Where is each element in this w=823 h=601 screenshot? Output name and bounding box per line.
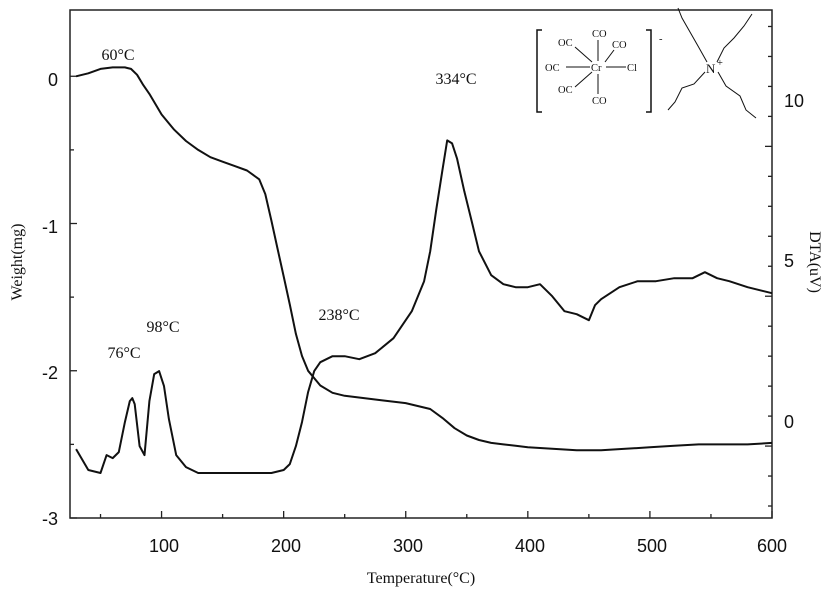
chemical-structure-inset: - Cr Cl OC OC OC CO CO CO N + bbox=[537, 8, 756, 118]
x-tick-label-500: 500 bbox=[637, 536, 667, 556]
annotation-238c: 238°C bbox=[318, 307, 359, 324]
ligand-oc-top-left: OC bbox=[558, 38, 573, 49]
x-tick-label-100: 100 bbox=[149, 536, 179, 556]
x-tick-label-300: 300 bbox=[393, 536, 423, 556]
x-tick-label-600: 600 bbox=[757, 536, 787, 556]
y-right-tick-label-0: 0 bbox=[784, 412, 794, 432]
y-left-tick-label-minus-1: -1 bbox=[42, 217, 58, 237]
axis-ticks bbox=[70, 26, 772, 518]
annotation-334c: 334°C bbox=[435, 71, 476, 88]
peak-annotations: 60°C 76°C 98°C 238°C 334°C bbox=[101, 47, 476, 362]
x-tick-label-200: 200 bbox=[271, 536, 301, 556]
ligand-co-top-right: CO bbox=[612, 40, 627, 51]
y-right-axis-title: DTA(uV) bbox=[806, 231, 823, 293]
y-left-axis-title: Weight(mg) bbox=[9, 224, 26, 301]
weight-series-line bbox=[76, 67, 772, 450]
anion-charge: - bbox=[659, 34, 663, 45]
x-tick-labels: 100 200 300 400 500 600 bbox=[149, 536, 787, 556]
y-left-tick-label-minus-2: -2 bbox=[42, 363, 58, 383]
y-left-tick-label-minus-3: -3 bbox=[42, 509, 58, 529]
left-bracket bbox=[537, 30, 542, 112]
y-left-tick-labels: 0 -1 -2 -3 bbox=[42, 70, 58, 529]
y-left-tick-label-0: 0 bbox=[48, 70, 58, 90]
x-tick-label-400: 400 bbox=[515, 536, 545, 556]
plot-frame bbox=[70, 10, 772, 518]
y-right-tick-labels: 0 5 10 bbox=[784, 91, 804, 432]
ligand-oc-left: OC bbox=[545, 63, 560, 74]
annotation-76c: 76°C bbox=[107, 345, 140, 362]
ligand-co-bottom: CO bbox=[592, 96, 607, 107]
annotation-98c: 98°C bbox=[146, 319, 179, 336]
ligand-co-top: CO bbox=[592, 29, 607, 40]
y-right-tick-label-5: 5 bbox=[784, 251, 794, 271]
ligand-oc-bottom-left: OC bbox=[558, 85, 573, 96]
metal-label: Cr bbox=[591, 63, 602, 74]
dta-series-line bbox=[76, 140, 772, 473]
annotation-60c: 60°C bbox=[101, 47, 134, 64]
y-right-tick-label-10: 10 bbox=[784, 91, 804, 111]
x-axis-title: Temperature(°C) bbox=[367, 570, 475, 587]
right-bracket bbox=[646, 30, 651, 112]
halide-label: Cl bbox=[627, 63, 637, 74]
cation-nitrogen-label: N bbox=[706, 61, 716, 76]
